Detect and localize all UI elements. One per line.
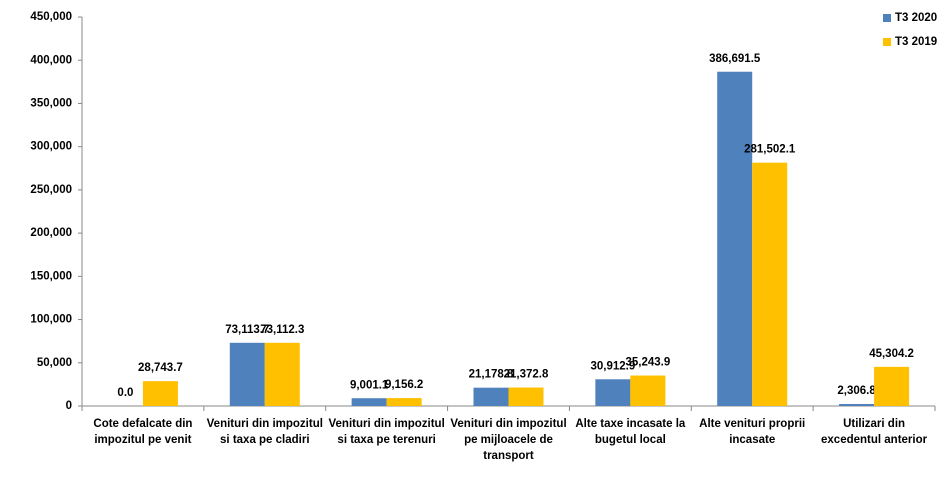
bar bbox=[874, 366, 910, 406]
x-tick-label: Venituri din impozitul si taxa pe terenu… bbox=[328, 418, 445, 446]
y-tick-label: 450,000 bbox=[30, 11, 72, 23]
x-tick-label: Cote defalcate din impozitul pe venit bbox=[93, 418, 193, 446]
x-tick-label: Alte venituri proprii incasate bbox=[699, 418, 806, 446]
y-tick-label: 150,000 bbox=[30, 270, 72, 282]
value-label: 21,178.8 bbox=[469, 369, 514, 381]
x-tick-label: Venituri din impozitul si taxa pe cladir… bbox=[206, 418, 323, 446]
bar bbox=[142, 381, 178, 406]
bar bbox=[595, 379, 631, 406]
value-label: 45,304.2 bbox=[869, 348, 914, 360]
value-label: 281,502.1 bbox=[744, 144, 796, 156]
legend-swatch bbox=[883, 14, 891, 22]
value-label: 30,912.9 bbox=[590, 360, 635, 372]
bar bbox=[473, 387, 509, 406]
x-tick-label: Utilizari din excedentul anterior bbox=[821, 418, 928, 446]
y-tick-label: 100,000 bbox=[30, 314, 72, 326]
value-label: 0.0 bbox=[117, 387, 133, 399]
y-tick-label: 50,000 bbox=[37, 357, 72, 369]
bar bbox=[229, 342, 265, 406]
y-tick-label: 350,000 bbox=[30, 97, 72, 109]
bar bbox=[752, 162, 788, 406]
bar bbox=[351, 398, 387, 406]
y-tick-label: 250,000 bbox=[30, 184, 72, 196]
x-tick-label: Alte taxe incasate la bugetul local bbox=[575, 418, 686, 446]
value-label: 73,112.3 bbox=[260, 324, 304, 336]
value-label: 35,243.9 bbox=[625, 357, 670, 369]
value-label: 2,306.8 bbox=[837, 385, 876, 397]
y-tick-label: 300,000 bbox=[30, 141, 72, 153]
y-tick-label: 0 bbox=[66, 400, 72, 412]
value-label: 9,001.1 bbox=[350, 379, 389, 391]
legend-label: T3 2020 bbox=[895, 12, 937, 24]
value-label: 73,113.7 bbox=[225, 324, 269, 336]
value-label: 386,691.5 bbox=[709, 53, 761, 65]
legend-label: T3 2019 bbox=[895, 36, 937, 48]
bar bbox=[508, 387, 544, 406]
bar bbox=[839, 404, 875, 406]
value-label: 28,743.7 bbox=[138, 362, 183, 374]
bar bbox=[717, 71, 753, 406]
bar bbox=[386, 398, 422, 406]
y-tick-label: 200,000 bbox=[30, 227, 72, 239]
value-label: 9,156.2 bbox=[385, 379, 423, 391]
bar bbox=[630, 375, 666, 406]
y-tick-label: 400,000 bbox=[30, 54, 72, 66]
bar bbox=[264, 342, 300, 406]
value-label: 21,372.8 bbox=[504, 369, 549, 381]
x-tick-label: Venituri din impozitul pe mijloacele de … bbox=[450, 418, 567, 462]
legend-swatch bbox=[883, 38, 891, 46]
